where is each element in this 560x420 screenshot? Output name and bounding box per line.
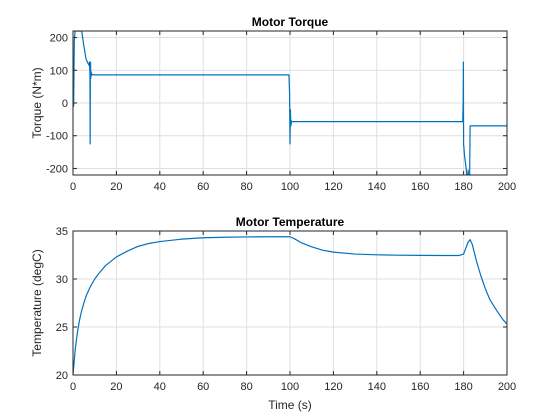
x-tick-label: 80	[240, 381, 252, 393]
x-tick-label: 100	[281, 181, 299, 193]
x-tick-label: 0	[70, 181, 76, 193]
x-tick-label: 120	[324, 381, 342, 393]
y-tick-label: -200	[46, 163, 68, 175]
series-line-1	[73, 31, 507, 175]
x-tick-label: 0	[70, 381, 76, 393]
x-tick-label: 160	[411, 181, 429, 193]
y-tick-label: -100	[46, 131, 68, 143]
chart-title: Motor Torque	[252, 15, 329, 29]
x-tick-label: 120	[324, 181, 342, 193]
y-tick-label: 20	[56, 370, 68, 382]
x-tick-label: 180	[454, 381, 472, 393]
x-tick-label: 80	[240, 181, 252, 193]
y-tick-label: 35	[56, 226, 68, 238]
x-axis-label: Time (s)	[268, 398, 312, 412]
plot-panel-1: 0 20 40 60 80 100 120 140 160 180 200 -200 -100 0 100 2…	[30, 15, 516, 193]
plot-panel-2: 0 20 40 60 80 100 120 140 160 180 20020253035Motor…	[30, 215, 516, 412]
y-tick-label: 200	[50, 33, 68, 45]
chart-title: Motor Temperature	[236, 215, 345, 229]
series-line-1	[73, 236, 507, 375]
x-tick-label: 180	[454, 181, 472, 193]
x-tick-label: 200	[498, 381, 516, 393]
x-tick-label: 100	[281, 381, 299, 393]
y-axis-label: Temperature (degC)	[30, 249, 44, 356]
x-tick-label: 60	[197, 181, 209, 193]
x-tick-label: 40	[154, 381, 166, 393]
x-tick-label: 60	[197, 381, 209, 393]
x-tick-label: 200	[498, 181, 516, 193]
y-tick-label: 30	[56, 274, 68, 286]
y-tick-label: 100	[50, 65, 68, 77]
y-tick-label: 25	[56, 322, 68, 334]
x-tick-label: 160	[411, 381, 429, 393]
x-tick-label: 140	[368, 181, 386, 193]
y-tick-label: 0	[62, 98, 68, 110]
y-axis-label: Torque (N*m)	[30, 67, 44, 138]
x-tick-label: 40	[154, 181, 166, 193]
x-tick-label: 20	[110, 181, 122, 193]
x-tick-label: 140	[368, 381, 386, 393]
x-tick-label: 20	[110, 381, 122, 393]
